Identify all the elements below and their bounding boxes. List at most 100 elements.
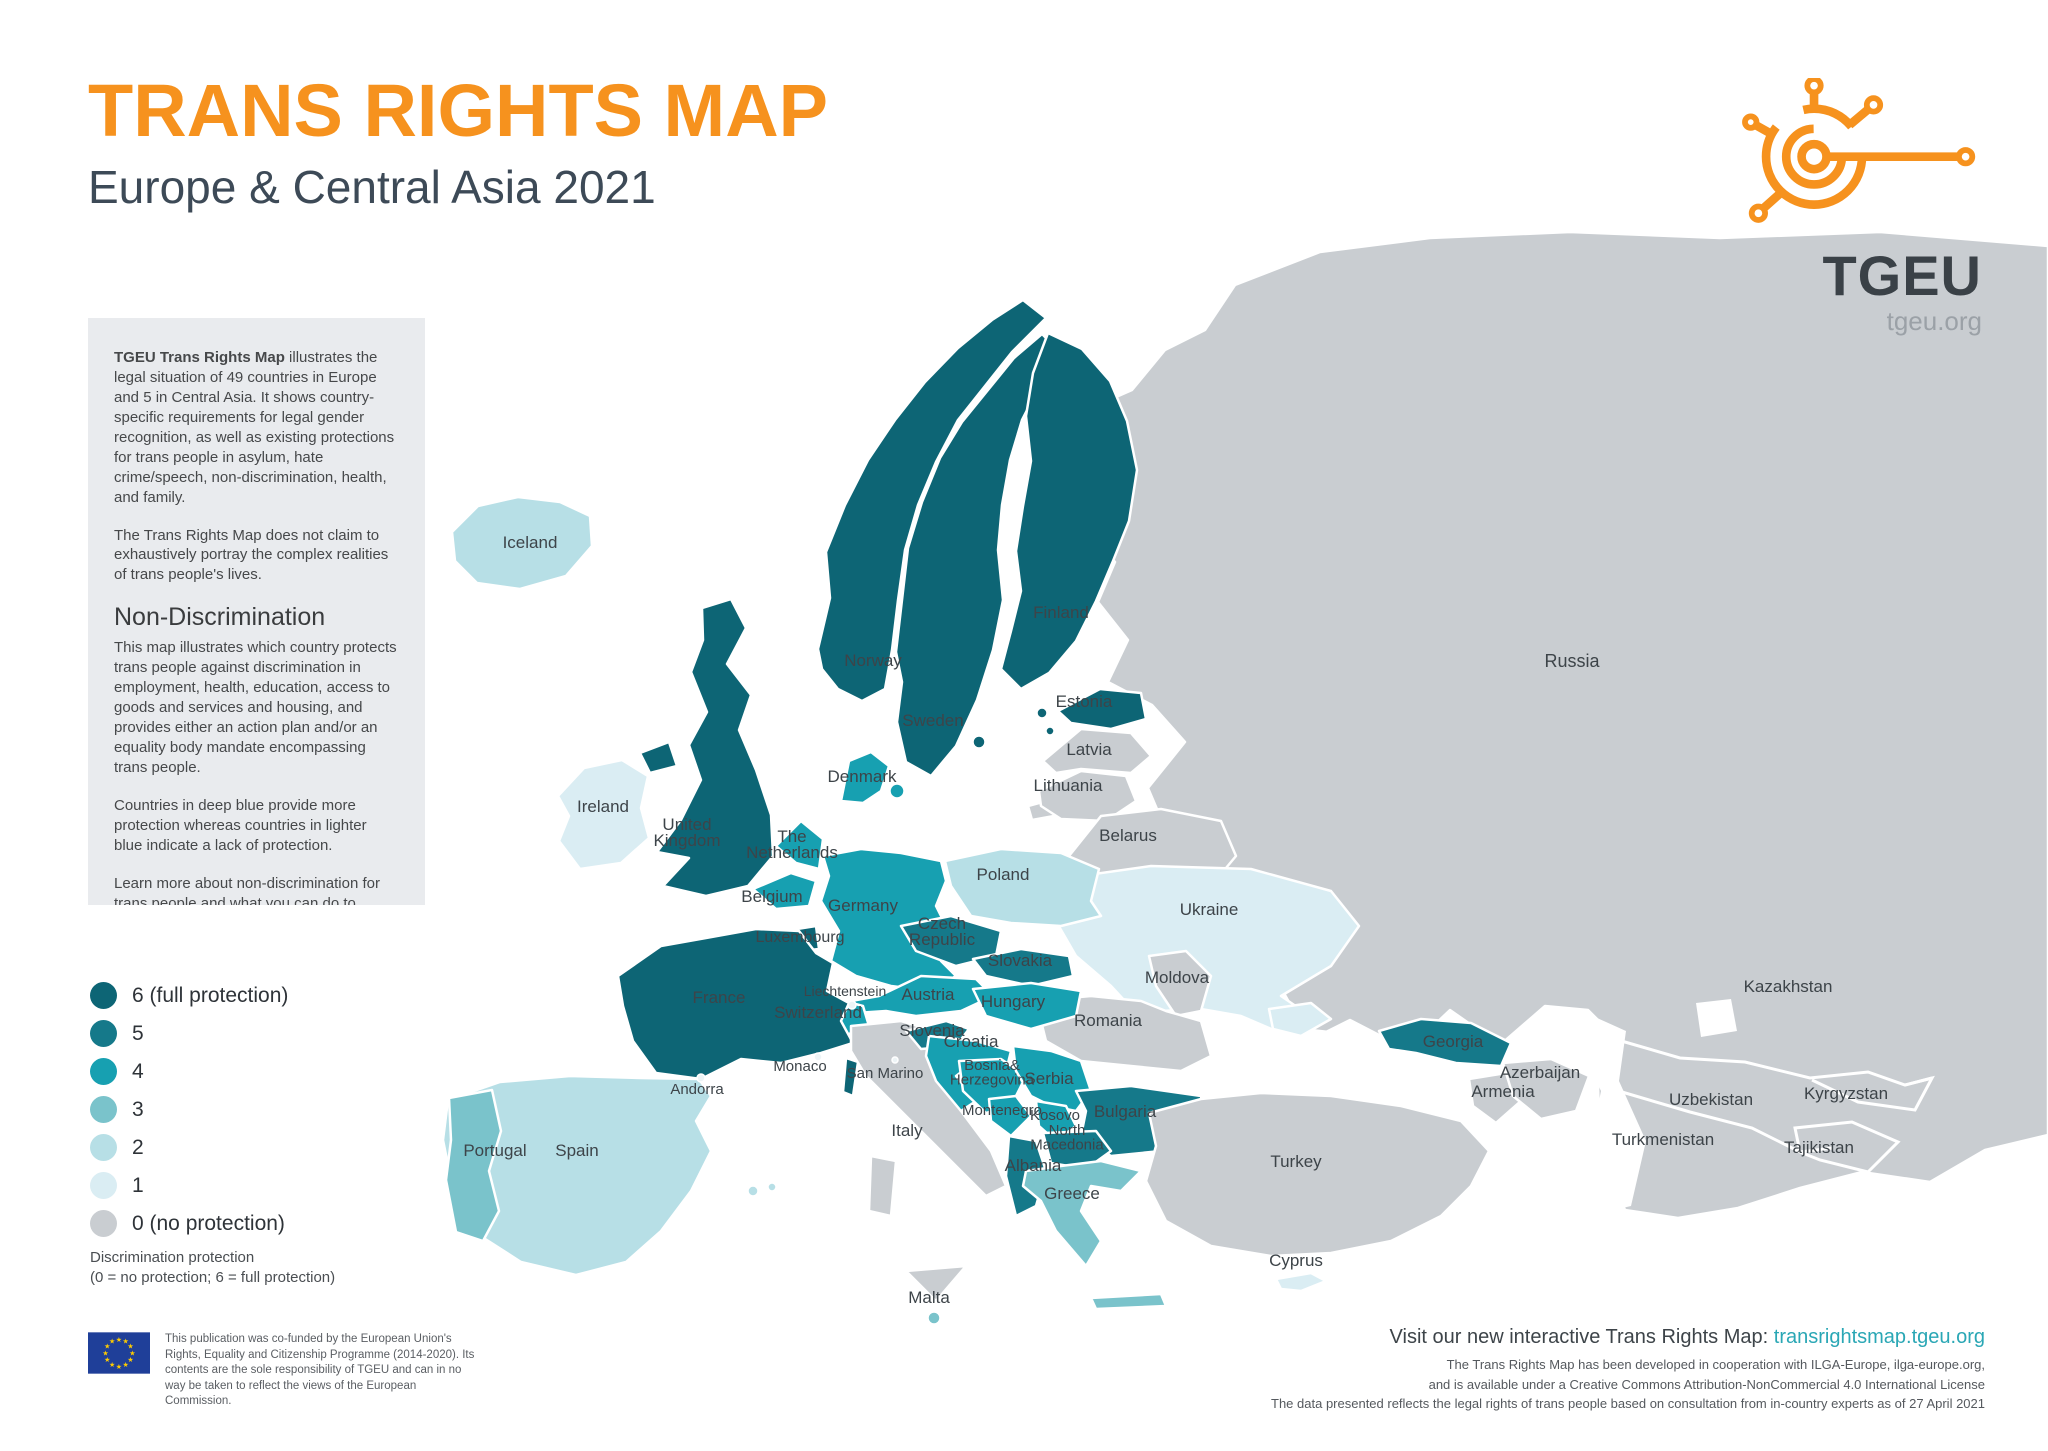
country-romania — [1034, 994, 1213, 1073]
legend-color-dot — [90, 1058, 117, 1085]
country-label-slovakia: Slovakia — [988, 951, 1053, 970]
country-label-poland: Poland — [977, 865, 1030, 884]
country-united-kingdom — [638, 740, 679, 775]
credits-line-1: The Trans Rights Map has been developed … — [1446, 1357, 1985, 1372]
country-serbia — [1011, 1044, 1093, 1113]
tgeu-logo-icon — [1742, 76, 1976, 223]
country-estonia — [1036, 707, 1048, 719]
legend-caption-line1: Discrimination protection — [90, 1249, 255, 1266]
country-label-monaco: Monaco — [773, 1058, 826, 1075]
eu-flag-icon: ★ ★★ ★★★ ★★★ ★★★ — [88, 1332, 150, 1374]
page-title: TRANS RIGHTS MAP — [88, 69, 828, 152]
intro-rest: illustrates the legal situation of 49 co… — [114, 349, 395, 506]
country-moldova — [1147, 949, 1213, 1018]
country-belgium — [751, 871, 818, 911]
country-iceland — [450, 495, 594, 591]
country-label-albania: Albania — [1005, 1156, 1062, 1175]
country-poland — [943, 847, 1103, 928]
country-label-czech-republic: Czech Republic — [909, 914, 976, 949]
country-label-montenegro: Montenegro — [962, 1102, 1042, 1119]
credits-line-2: and is available under a Creative Common… — [1428, 1376, 1985, 1392]
country-label-belgium: Belgium — [741, 887, 802, 906]
legend-item-4: 4 — [90, 1058, 335, 1085]
legend-color-dot — [90, 1096, 117, 1123]
legend-color-dot — [90, 1210, 117, 1237]
country-label-azerbaijan: Azerbaijan — [1500, 1063, 1580, 1082]
svg-text:★: ★ — [116, 1362, 122, 1371]
country-cyprus — [1274, 1271, 1328, 1293]
country-label-croatia: Croatia — [944, 1032, 999, 1051]
country-ukraine — [1267, 1001, 1333, 1038]
footer-right: Visit our new interactive Trans Rights M… — [1271, 1326, 1985, 1414]
country-greece — [1021, 1159, 1143, 1268]
country-label-france: France — [693, 988, 746, 1007]
country-label-uzbekistan: Uzbekistan — [1669, 1090, 1753, 1109]
country-label-switzerland: Switzerland — [774, 1003, 862, 1022]
country-label-cyprus: Cyprus — [1269, 1251, 1323, 1270]
legend-item-label: 0 (no protection) — [132, 1211, 285, 1235]
country-label-romania: Romania — [1074, 1011, 1143, 1030]
country-label-greece: Greece — [1044, 1184, 1100, 1203]
country-label-kosovo: Kosovo — [1030, 1107, 1080, 1124]
central-asia-border — [1811, 1075, 1935, 1112]
interactive-map-link[interactable]: transrightsmap.tgeu.org — [1773, 1326, 1985, 1348]
legend-item-3: 3 — [90, 1096, 335, 1123]
country-hungary — [971, 981, 1083, 1031]
country-armenia — [1467, 1071, 1523, 1125]
country-label-italy: Italy — [891, 1121, 923, 1140]
info-box: TGEU Trans Rights Map illustrates the le… — [88, 318, 425, 905]
country-liechtenstein — [847, 1000, 857, 1010]
country-label-georgia: Georgia — [1423, 1032, 1484, 1051]
country-croatia — [924, 1034, 1013, 1113]
explanation-paragraph: This map illustrates which country prote… — [114, 639, 397, 776]
svg-text:★: ★ — [104, 1342, 110, 1351]
svg-text:★: ★ — [116, 1335, 122, 1344]
country-georgia — [1377, 1017, 1513, 1068]
country-ireland — [556, 758, 651, 871]
country-label-norway: Norway — [844, 651, 902, 670]
country-italy — [867, 1154, 898, 1218]
country-label-netherlands: The Netherlands — [746, 827, 838, 862]
legend-caption-line2: (0 = no protection; 6 = full protection) — [90, 1269, 336, 1287]
country-label-spain: Spain — [555, 1141, 598, 1160]
country-france — [841, 1056, 860, 1098]
country-austria — [849, 974, 995, 1018]
central-asia-border — [1621, 1090, 1833, 1154]
country-label-liechtenstein: Liechtenstein — [804, 983, 887, 999]
intro-paragraph: TGEU Trans Rights Map illustrates the le… — [114, 348, 399, 508]
country-san-marino — [891, 1056, 899, 1064]
country-germany — [819, 847, 958, 993]
country-italy — [904, 1264, 968, 1303]
aral-sea — [1696, 999, 1737, 1037]
country-label-north-macedonia: North Macedonia — [1030, 1122, 1104, 1153]
country-label-turkey: Turkey — [1270, 1152, 1322, 1171]
country-label-lithuania: Lithuania — [1033, 776, 1103, 795]
country-azerbaijan — [1501, 1057, 1591, 1121]
country-united-kingdom — [655, 597, 775, 898]
country-sweden — [894, 332, 1062, 778]
country-label-finland: Finland — [1033, 603, 1089, 622]
learn-more-paragraph: Learn more about non-discrimination for … — [114, 874, 399, 905]
country-monaco — [813, 1052, 823, 1062]
country-label-moldova: Moldova — [1145, 968, 1210, 987]
country-estonia — [1045, 726, 1055, 736]
country-label-russia: Russia — [1544, 651, 1600, 671]
country-spain — [747, 1185, 759, 1197]
svg-text:★: ★ — [109, 1337, 115, 1346]
legend-item-label: 2 — [132, 1135, 144, 1159]
tgeu-url: tgeu.org — [1886, 306, 1982, 336]
legend-item-6: 6 (full protection) — [90, 982, 335, 1009]
central-asia-border — [1793, 1120, 1901, 1174]
tgeu-logo: TGEU tgeu.org — [1742, 76, 1982, 337]
svg-text:★: ★ — [127, 1355, 133, 1364]
country-netherlands — [774, 819, 825, 871]
country-norway — [816, 298, 1048, 703]
country-label-andorra: Andorra — [670, 1081, 724, 1098]
country-finland — [999, 331, 1139, 691]
header: TRANS RIGHTS MAP Europe & Central Asia 2… — [88, 72, 828, 214]
non-discrimination-heading: Non-Discrimination — [114, 603, 326, 632]
country-portugal — [444, 1088, 503, 1243]
country-label-slovenia: Slovenia — [899, 1021, 965, 1040]
country-greece — [1089, 1292, 1168, 1311]
country-denmark — [839, 750, 891, 805]
